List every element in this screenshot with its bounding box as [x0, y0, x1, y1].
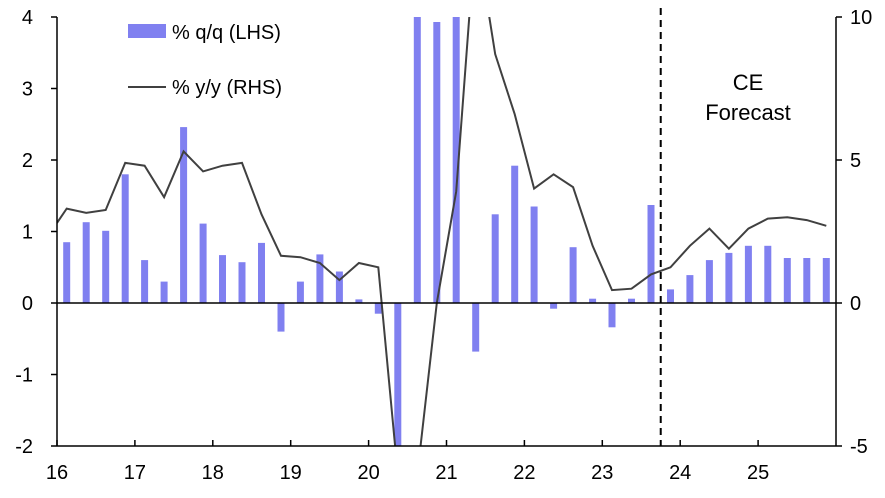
x-tick-label: 25: [747, 462, 769, 484]
x-tick-label: 23: [591, 462, 613, 484]
bar: [491, 214, 499, 303]
left-tick-label: 0: [22, 293, 33, 315]
line-series-y-y-layer: [57, 17, 827, 446]
bar: [82, 222, 90, 303]
bar: [569, 247, 577, 303]
forecast-annotation-line-2: Forecast: [705, 100, 791, 125]
bar: [628, 298, 635, 303]
bar: [686, 275, 694, 303]
forecast-annotation-line-1: CE: [733, 70, 764, 95]
bar: [296, 281, 304, 303]
right-tick-label: -5: [850, 436, 868, 458]
legend-label-q-q: % q/q (LHS): [172, 22, 281, 44]
bar: [160, 281, 168, 303]
bar: [63, 242, 71, 303]
bar: [511, 165, 519, 303]
bar-series-q-q: [63, 17, 830, 446]
bar: [219, 255, 226, 303]
bar: [647, 205, 655, 303]
right-tick-label: 0: [850, 293, 861, 315]
left-tick-label: 1: [22, 222, 33, 244]
bar: [316, 254, 324, 303]
bar: [141, 260, 149, 303]
right-axis-ticks: -5 0 5 10: [836, 7, 872, 458]
bar: [374, 303, 382, 314]
left-tick-label: -1: [15, 365, 33, 387]
bar: [705, 260, 713, 303]
line-series-y-y: [57, 17, 827, 446]
bar: [783, 258, 791, 303]
bar: [822, 258, 830, 303]
bar: [258, 242, 265, 303]
left-axis-ticks: -2 -1 0 1 2 3 4: [15, 7, 57, 458]
bar: [335, 271, 343, 303]
bar: [472, 303, 480, 352]
bar: [277, 303, 285, 332]
right-tick-label: 10: [850, 7, 872, 29]
left-tick-label: -2: [15, 436, 33, 458]
bar: [433, 22, 441, 303]
x-tick-label: 16: [46, 462, 68, 484]
bar: [199, 223, 207, 303]
x-tick-label: 18: [202, 462, 224, 484]
right-tick-label: 5: [850, 150, 861, 172]
bar: [744, 245, 752, 303]
bar: [667, 289, 674, 303]
legend-label-y-y: % y/y (RHS): [172, 77, 282, 99]
left-tick-label: 2: [22, 150, 33, 172]
bar: [530, 206, 538, 303]
bar: [452, 17, 460, 303]
legend: % q/q (LHS) % y/y (RHS): [128, 22, 282, 99]
bar: [180, 127, 188, 303]
bar: [608, 303, 616, 328]
bar: [764, 245, 772, 303]
x-tick-label: 22: [513, 462, 535, 484]
x-tick-label: 20: [357, 462, 379, 484]
bar: [725, 252, 733, 303]
legend-swatch-bar: [128, 24, 166, 38]
x-tick-label: 21: [435, 462, 457, 484]
x-tick-label: 24: [669, 462, 691, 484]
bar: [803, 258, 811, 303]
x-tick-label: 17: [124, 462, 146, 484]
bar: [355, 299, 363, 303]
bar: [238, 262, 246, 303]
x-tick-label: 19: [280, 462, 302, 484]
left-tick-label: 3: [22, 79, 33, 101]
bar: [550, 303, 558, 309]
bar: [413, 17, 421, 303]
bar: [589, 298, 597, 303]
bar: [102, 230, 110, 303]
bar: [121, 174, 129, 303]
bar: [394, 303, 402, 446]
x-axis-ticks: 16 17 18 19 20 21 22 23 24 25: [46, 440, 769, 484]
left-tick-label: 4: [22, 7, 33, 29]
